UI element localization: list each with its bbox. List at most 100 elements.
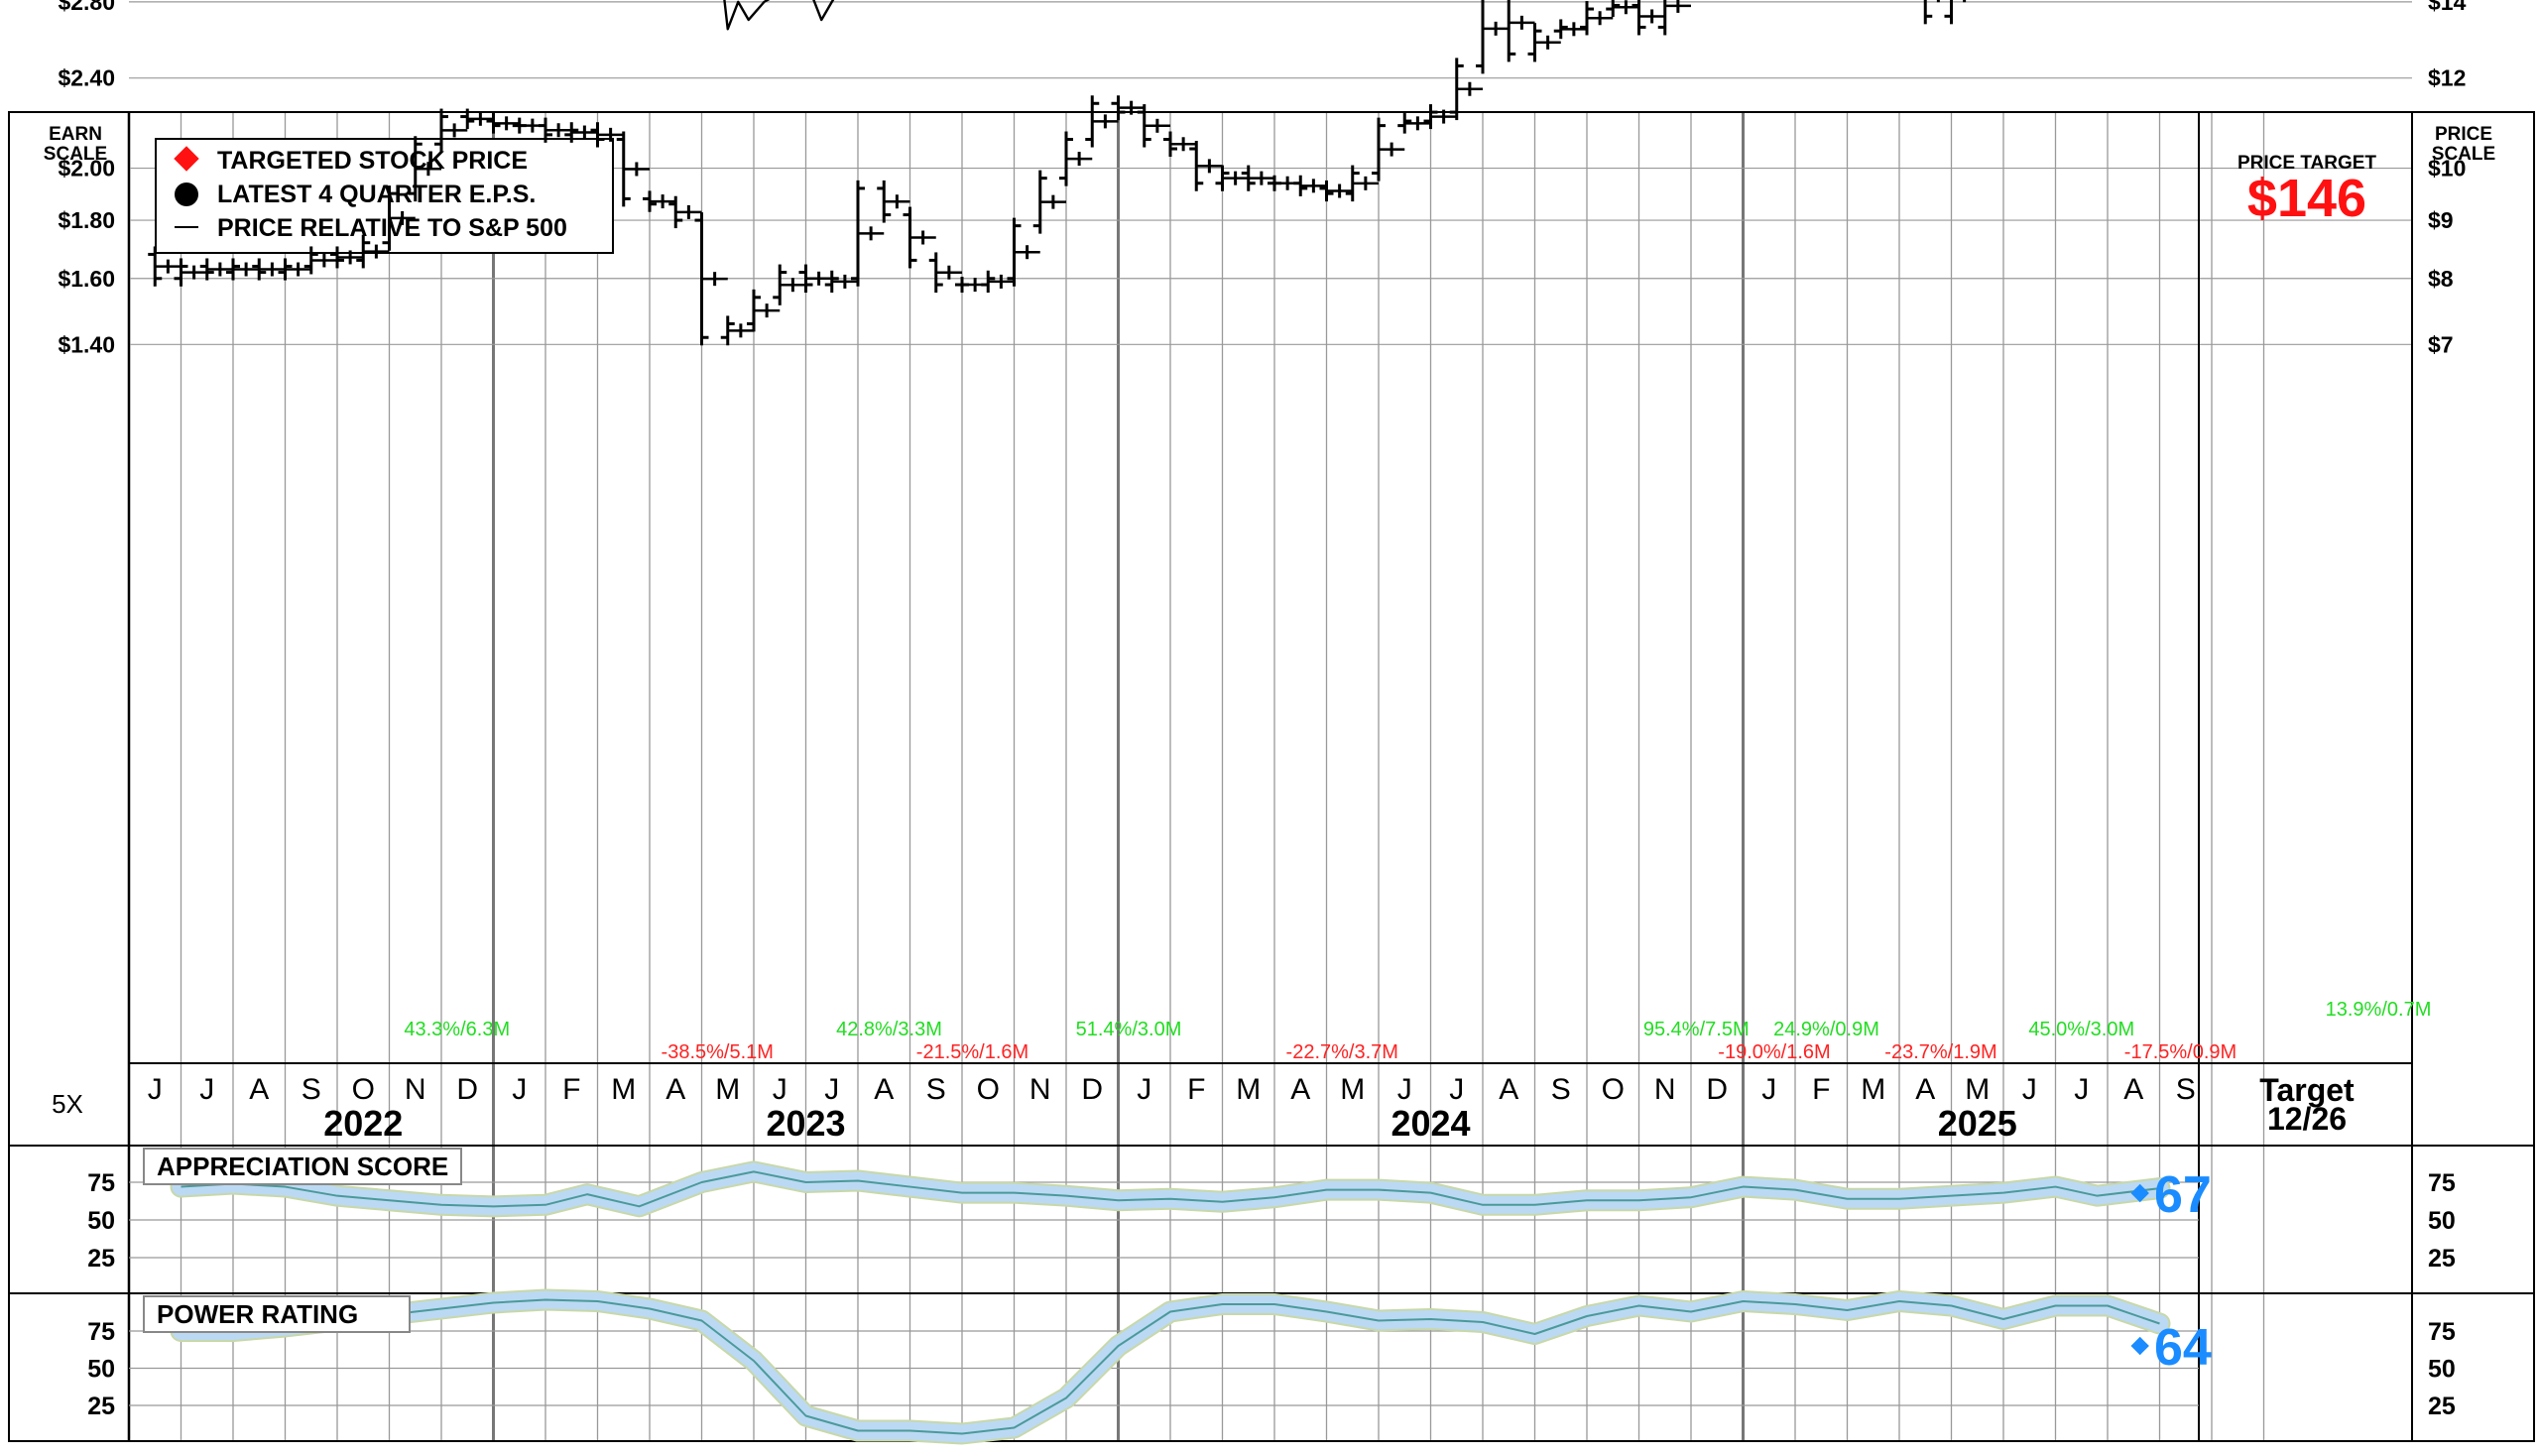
quarter-label: 45.0%/3.0M	[2028, 1019, 2134, 1040]
power-tick-left: 75	[87, 1318, 115, 1346]
quarter-label: -19.0%/1.6M	[1718, 1041, 1830, 1063]
appreciation-title-box	[143, 1148, 462, 1185]
month-label: S	[926, 1073, 946, 1106]
quarter-label: -38.5%/5.1M	[662, 1041, 774, 1063]
year-label: 2025	[1938, 1103, 2017, 1144]
month-label: J	[1449, 1073, 1464, 1106]
month-label: A	[2123, 1073, 2143, 1106]
month-label: J	[824, 1073, 839, 1106]
relative-strength-line	[723, 0, 835, 31]
month-label: O	[977, 1073, 1000, 1106]
earn-scale-ticks: $36.00$32.00$28.00$24.00$20.00$18.00$16.…	[58, 0, 115, 357]
quarter-label: 24.9%/0.9M	[1773, 1019, 1879, 1040]
year-label: 2023	[766, 1103, 845, 1144]
power-tick-right: 75	[2428, 1318, 2456, 1346]
month-label: A	[665, 1073, 685, 1106]
appreciation-tick-right: 25	[2428, 1245, 2456, 1273]
quarter-label: 51.4%/3.0M	[1076, 1019, 1182, 1040]
month-label: S	[302, 1073, 321, 1106]
quarter-label: -23.7%/1.9M	[1884, 1041, 1996, 1063]
month-label: N	[1654, 1073, 1676, 1106]
appreciation-score-panel: 75 75 50 50 25 25	[87, 1160, 2456, 1273]
appreciation-tick-left: 50	[87, 1207, 115, 1235]
month-label: F	[562, 1073, 580, 1106]
target-date: 12/26	[2267, 1101, 2347, 1137]
month-label: J	[2022, 1073, 2037, 1106]
month-label: M	[611, 1073, 636, 1106]
month-label: S	[2176, 1073, 2196, 1106]
chart-frame	[8, 111, 2535, 1442]
month-label: F	[1187, 1073, 1205, 1106]
target-label: Target	[2259, 1072, 2355, 1108]
month-label: A	[874, 1073, 894, 1106]
quarter-label: -17.5%/0.9M	[2124, 1041, 2237, 1063]
month-label: D	[1706, 1073, 1728, 1106]
price-scale-ticks: $180$160$140$120$100$90$80$70$60$50$45$4…	[2428, 0, 2467, 357]
month-label: F	[1812, 1073, 1830, 1106]
price-bars	[148, 0, 1967, 346]
appreciation-diamond-icon	[2130, 1183, 2149, 1203]
appreciation-line	[181, 1170, 2160, 1208]
power-tick-right: 50	[2428, 1356, 2456, 1384]
price-target-label: PRICE TARGET	[2237, 153, 2376, 174]
quarter-label: 43.3%/6.3M	[404, 1019, 510, 1040]
month-label: M	[1861, 1073, 1885, 1106]
price-target-value: $146	[2247, 169, 2366, 228]
earn-scale-label-2: SCALE	[44, 144, 107, 165]
appreciation-tick-left: 25	[87, 1245, 115, 1273]
month-label: O	[352, 1073, 375, 1106]
appreciation-score-value: 67	[2154, 1166, 2212, 1224]
earn-tick-label: $2.80	[58, 0, 115, 15]
month-label: M	[1236, 1073, 1261, 1106]
price-tick-label: $9	[2428, 207, 2454, 233]
price-scale-label-1: PRICE	[2435, 124, 2492, 145]
price-tick-label: $14	[2428, 0, 2467, 15]
month-label: O	[1602, 1073, 1625, 1106]
power-rating-value: 64	[2154, 1319, 2212, 1377]
black-dot-icon	[175, 182, 198, 206]
year-label: 2024	[1390, 1103, 1470, 1144]
quarter-label: -22.7%/3.7M	[1286, 1041, 1398, 1063]
price-tick-label: $7	[2428, 331, 2454, 357]
month-label: J	[199, 1073, 214, 1106]
earn-tick-label: $1.40	[58, 331, 115, 357]
outer-border	[8, 111, 2535, 1442]
month-label: N	[1029, 1073, 1051, 1106]
earn-tick-label: $1.80	[58, 207, 115, 233]
month-label: N	[405, 1073, 426, 1106]
relative-line-path	[723, 0, 835, 31]
year-label: 2022	[323, 1103, 403, 1144]
month-label: A	[1915, 1073, 1935, 1106]
appreciation-tick-right: 75	[2428, 1169, 2456, 1197]
month-label: J	[1397, 1073, 1412, 1106]
month-label: J	[773, 1073, 787, 1106]
power-line	[181, 1298, 2160, 1435]
power-tick-left: 50	[87, 1356, 115, 1384]
price-tick-label: $12	[2428, 65, 2466, 91]
month-label: J	[1137, 1073, 1151, 1106]
quarter-label: 13.9%/0.7M	[2326, 999, 2432, 1021]
price-tick-label: $8	[2428, 266, 2454, 292]
month-label: J	[1761, 1073, 1776, 1106]
month-label: A	[1290, 1073, 1310, 1106]
price-scale-label-2: SCALE	[2432, 144, 2495, 165]
earn-tick-label: $1.60	[58, 266, 115, 292]
appreciation-tick-right: 50	[2428, 1207, 2456, 1235]
month-label: M	[1340, 1073, 1365, 1106]
price-tick-label: $10	[2428, 156, 2466, 182]
legend-label-targeted-price: TARGETED STOCK PRICE	[217, 147, 528, 175]
legend: TARGETED STOCK PRICE LATEST 4 QUARTER E.…	[155, 138, 614, 254]
power-tick-right: 25	[2428, 1393, 2456, 1420]
year-labels: 2022 2023 2024 2025	[323, 1103, 2017, 1144]
month-label: A	[1499, 1073, 1518, 1106]
month-label: S	[1551, 1073, 1571, 1106]
appreciation-tick-left: 75	[87, 1169, 115, 1197]
month-label: J	[2074, 1073, 2089, 1106]
zoom-label: 5X	[52, 1089, 83, 1119]
month-label: M	[1965, 1073, 1990, 1106]
month-label: J	[148, 1073, 163, 1106]
appreciation-title: APPRECIATION SCORE	[157, 1152, 448, 1181]
month-label: J	[512, 1073, 527, 1106]
